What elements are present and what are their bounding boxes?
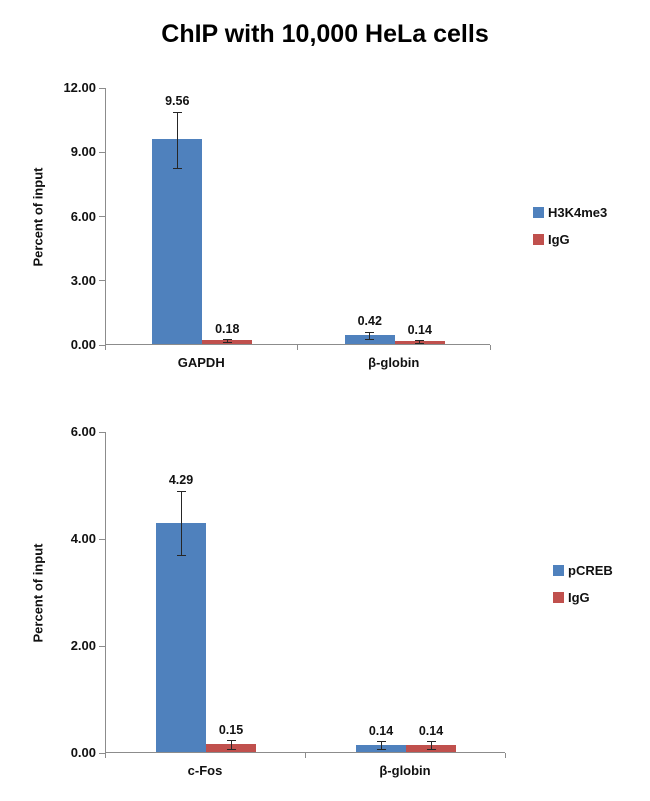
error-bar-cap xyxy=(172,111,182,113)
error-bar-cap xyxy=(376,741,386,743)
chart-top-h3k4me3: Percent of input 0.00 3.00 6.00 9.00 12.00 9.5… xyxy=(0,68,650,398)
y-tick-label: 0.00 xyxy=(70,745,96,760)
x-category-label: GAPDH xyxy=(177,355,225,370)
error-bar-line xyxy=(369,332,371,340)
chart-title: ChIP with 10,000 HeLa cells xyxy=(161,20,489,48)
legend: H3K4me3 IgG xyxy=(533,205,607,259)
y-tick-mark xyxy=(99,752,105,754)
error-bar-line xyxy=(176,112,178,169)
y-tick-mark xyxy=(99,151,105,153)
legend-swatch-pCREB xyxy=(553,565,564,576)
error-bar-line xyxy=(226,339,228,343)
value-label: 0.14 xyxy=(407,322,432,337)
error-bar-cap xyxy=(226,740,236,742)
y-tick-label: 6.00 xyxy=(70,424,96,439)
legend-swatch-H3K4me3 xyxy=(533,207,544,218)
legend-label-IgG: IgG xyxy=(548,232,570,247)
y-tick-label: 9.00 xyxy=(70,144,96,160)
y-tick-label: 6.00 xyxy=(70,208,96,224)
legend-label-pCREB: pCREB xyxy=(568,563,613,578)
legend-item-H3K4me3: H3K4me3 xyxy=(533,205,607,220)
y-tick-label: 4.00 xyxy=(70,531,96,546)
legend: pCREB IgG xyxy=(553,563,613,617)
error-bar-line xyxy=(180,491,182,556)
y-axis-title: Percent of input xyxy=(30,543,45,642)
y-tick-mark xyxy=(99,645,105,647)
x-category-label: β-globin xyxy=(368,355,420,370)
bar-pCREB-c-Fos xyxy=(156,522,206,752)
error-bar-cap xyxy=(222,339,232,341)
error-bar-cap xyxy=(415,342,425,344)
value-label: 0.15 xyxy=(218,722,244,737)
y-tick-label: 3.00 xyxy=(70,272,96,288)
legend-item-pCREB: pCREB xyxy=(553,563,613,578)
y-tick-mark xyxy=(99,538,105,540)
error-bar-cap xyxy=(226,748,236,750)
y-tick-mark xyxy=(99,280,105,282)
error-bar-cap xyxy=(176,490,186,492)
error-bar-cap xyxy=(176,555,186,557)
y-tick-mark xyxy=(99,216,105,217)
y-tick-mark xyxy=(99,344,105,346)
error-bar-cap xyxy=(426,748,436,750)
y-tick-label: 0.00 xyxy=(70,337,96,352)
error-bar-cap xyxy=(172,167,182,169)
bar-H3K4me3-GAPDH xyxy=(152,139,203,344)
legend-swatch-IgG xyxy=(553,592,564,603)
plot-area: 4.29 0.15 0.14 0.14 xyxy=(105,432,505,753)
error-bar-cap xyxy=(365,331,375,333)
chart-bottom-pcreb: Percent of input 0.00 2.00 4.00 6.00 4.29 0.15… xyxy=(0,424,650,801)
x-tick-mark xyxy=(489,345,491,350)
error-bar-line xyxy=(380,741,382,750)
x-tick-mark xyxy=(104,753,106,758)
x-tick-mark xyxy=(304,753,306,758)
error-bar-cap xyxy=(376,748,386,750)
error-bar-line xyxy=(230,740,232,750)
x-tick-mark xyxy=(104,345,106,350)
legend-item-IgG: IgG xyxy=(553,590,613,605)
x-tick-mark xyxy=(297,345,298,350)
error-bar-cap xyxy=(365,339,375,341)
error-bar-line xyxy=(419,340,421,344)
error-bar-cap xyxy=(222,341,232,343)
value-label: 0.14 xyxy=(368,723,394,738)
y-tick-label: 12.00 xyxy=(63,80,96,95)
error-bar-cap xyxy=(426,741,436,743)
legend-swatch-IgG xyxy=(533,234,544,245)
value-label: 0.18 xyxy=(215,321,240,336)
error-bar-line xyxy=(430,741,432,750)
x-category-label: c-Fos xyxy=(187,763,223,778)
y-tick-mark xyxy=(99,87,105,89)
y-tick-mark xyxy=(99,431,105,433)
plot-area: 9.56 0.18 0.42 0.14 xyxy=(105,88,490,345)
value-label: 9.56 xyxy=(165,94,190,109)
legend-label-IgG: IgG xyxy=(568,590,590,605)
x-category-label: β-globin xyxy=(379,763,431,778)
y-tick-label: 2.00 xyxy=(70,638,96,653)
error-bar-cap xyxy=(415,340,425,342)
legend-item-IgG: IgG xyxy=(533,232,607,247)
value-label: 4.29 xyxy=(168,473,194,488)
value-label: 0.14 xyxy=(418,723,444,738)
x-tick-mark xyxy=(504,753,506,758)
value-label: 0.42 xyxy=(357,314,382,329)
legend-label-H3K4me3: H3K4me3 xyxy=(548,205,608,220)
